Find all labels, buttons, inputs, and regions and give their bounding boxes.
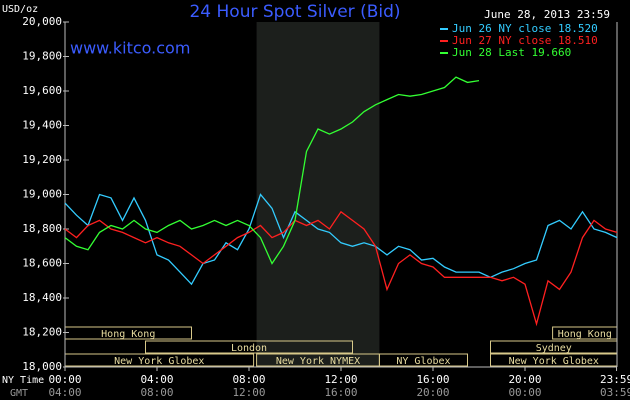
y-tick-label: 19,000: [22, 188, 62, 201]
series-line: [64, 193, 618, 286]
session-label: NY Globex: [396, 356, 450, 367]
session-label: New York NYMEX: [276, 356, 360, 367]
session-box: [145, 340, 353, 354]
ny-time-label: NY Time: [2, 375, 44, 386]
session-label: New York Globex: [114, 356, 204, 367]
y-tick-label: 19,600: [22, 84, 62, 97]
session-label: Hong Kong: [558, 329, 612, 340]
y-tick-label: 18,200: [22, 326, 62, 339]
gmt-tick-label: 16:00: [324, 386, 357, 399]
x-tick-label: 08:00: [232, 373, 265, 386]
gmt-tick-label: 08:00: [140, 386, 173, 399]
y-tick-label: 18,600: [22, 257, 62, 270]
y-tick-label: 19,400: [22, 119, 62, 132]
y-tick-label: 18,800: [22, 222, 62, 235]
session-label: London: [231, 343, 267, 354]
y-tick-label: 20,000: [22, 15, 62, 28]
x-tick-label: 00:00: [48, 373, 81, 386]
y-axis-label: USD/oz: [2, 4, 38, 15]
y-tick-label: 19,200: [22, 153, 62, 166]
x-tick-label: 16:00: [416, 373, 449, 386]
series-line: [64, 76, 480, 265]
y-tick-label: 18,400: [22, 291, 62, 304]
date-label: June 28, 2013 23:59: [484, 8, 610, 21]
gmt-tick-label: 04:00: [48, 386, 81, 399]
legend-label: Jun 28 Last 19.660: [452, 46, 571, 59]
x-tick-label: 04:00: [140, 373, 173, 386]
watermark: www.kitco.com: [70, 39, 190, 58]
session-shade: [256, 22, 380, 367]
x-tick-label: 23:59: [600, 373, 630, 386]
legend-label: Jun 26 NY close 18.520: [452, 22, 598, 35]
session-label: Hong Kong: [101, 329, 155, 340]
session-label: Sydney: [536, 343, 572, 354]
chart-title: 24 Hour Spot Silver (Bid): [189, 2, 400, 22]
x-tick-label: 20:00: [508, 373, 541, 386]
gmt-tick-label: 12:00: [232, 386, 265, 399]
series-line: [64, 210, 618, 327]
x-tick-label: 12:00: [324, 373, 357, 386]
session-label: New York Globex: [509, 356, 599, 367]
legend-label: Jun 27 NY close 18.510: [452, 34, 598, 47]
gmt-tick-label: 03:59: [600, 386, 630, 399]
gmt-tick-label: 20:00: [416, 386, 449, 399]
session-box: [378, 353, 468, 367]
gmt-tick-label: 00:00: [508, 386, 541, 399]
y-tick-label: 19,800: [22, 50, 62, 63]
y-tick-label: 18,000: [22, 360, 62, 373]
shade-layer: [256, 22, 380, 367]
gmt-label: GMT: [10, 388, 28, 399]
